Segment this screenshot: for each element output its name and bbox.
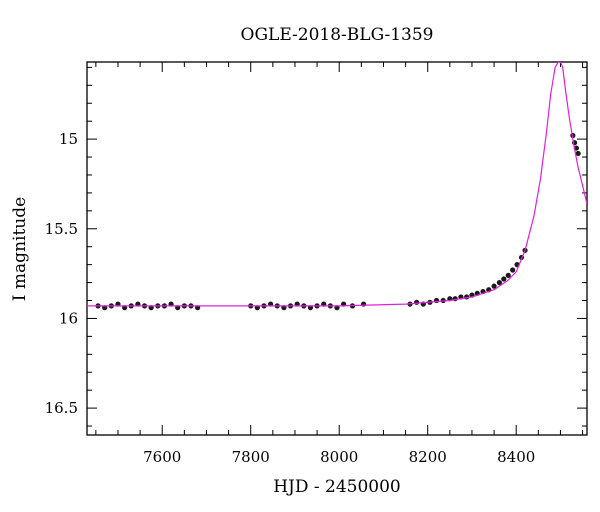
plot-frame bbox=[86, 61, 588, 436]
y-axis-label: I magnitude bbox=[10, 197, 30, 301]
data-point bbox=[414, 299, 420, 305]
y-tick-label: 15 bbox=[59, 130, 78, 148]
data-point bbox=[575, 150, 581, 157]
plot-area: 7600 7800 8000 8200 8400 15 15.5 16 16.5 bbox=[45, 61, 588, 466]
data-layer bbox=[87, 62, 587, 311]
y-tick-label: 16 bbox=[59, 309, 78, 327]
x-axis-label: HJD - 2450000 bbox=[273, 477, 401, 497]
data-point bbox=[360, 301, 367, 307]
x-tick-label: 8000 bbox=[320, 448, 358, 466]
data-point bbox=[501, 276, 507, 282]
model-curve bbox=[87, 62, 587, 307]
data-point bbox=[496, 279, 502, 286]
data-point bbox=[505, 272, 511, 278]
x-tick-label: 8200 bbox=[409, 448, 447, 466]
x-tick-label: 8400 bbox=[497, 448, 535, 466]
data-point bbox=[491, 283, 497, 289]
x-tick-label: 7600 bbox=[143, 448, 181, 466]
y-tick-label: 16.5 bbox=[45, 399, 78, 417]
y-tick-label: 15.5 bbox=[45, 220, 78, 238]
data-point bbox=[510, 267, 516, 273]
chart-title: OGLE-2018-BLG-1359 bbox=[241, 25, 434, 45]
x-tick-label: 7800 bbox=[232, 448, 270, 466]
